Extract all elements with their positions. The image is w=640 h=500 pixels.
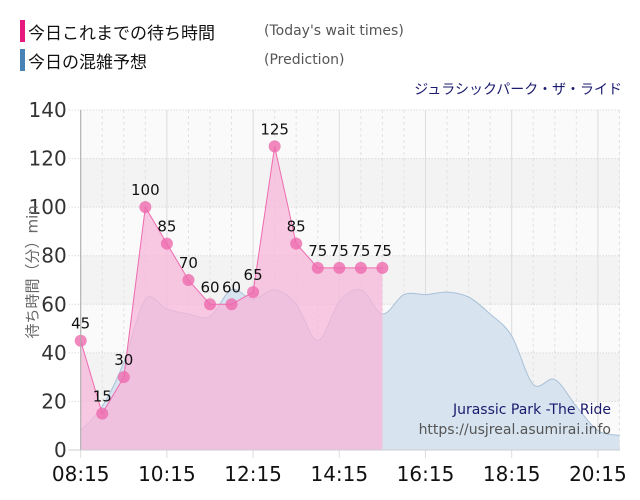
legend-actual-swatch [20,20,25,42]
plot-band [80,110,620,159]
ride-name-en: Jurassic Park -The Ride [452,402,611,418]
legend-actual: 今日これまでの待ち時間 (Today's wait times) [20,19,404,44]
data-label: 75 [351,242,370,260]
y-axis-label: 待ち時間（分）min [23,205,42,339]
y-tick-label: 60 [41,292,66,316]
data-label: 15 [93,388,112,406]
data-point [311,261,324,274]
y-tick-label: 120 [29,147,67,171]
y-tick-label: 100 [29,195,67,219]
data-point [225,298,238,311]
actual-area [80,146,383,450]
data-point [139,201,152,214]
x-tick-label: 14:15 [310,462,368,486]
plot-band [80,158,620,208]
data-label: 70 [179,254,198,272]
y-tick-label: 140 [29,98,67,122]
data-point [290,237,303,250]
y-tick-label: 40 [41,341,66,365]
x-tick-label: 08:15 [52,462,110,486]
x-tick-label: 20:15 [569,462,627,486]
data-point [117,371,130,384]
y-tick-label: 80 [41,244,66,268]
legend-prediction: 今日の混雑予想 (Prediction) [20,48,345,73]
x-tick-label: 10:15 [138,462,196,486]
data-point [247,286,260,299]
data-point [376,261,389,274]
data-label: 100 [131,181,160,199]
data-point [333,261,346,274]
data-point [268,140,281,153]
y-tick-label: 20 [41,389,66,413]
data-label: 65 [244,266,263,284]
y-tick-label: 0 [54,438,67,462]
x-tick-label: 16:15 [397,462,455,486]
data-label: 60 [222,278,241,296]
legend-prediction-label-jp: 今日の混雑予想 [28,52,147,73]
x-tick-label: 18:15 [483,462,541,486]
data-point [354,261,367,274]
legend-prediction-label-en: (Prediction) [264,52,345,68]
legend-prediction-swatch [20,49,25,71]
data-point [204,298,216,311]
data-point [96,407,109,420]
data-label: 30 [114,351,133,369]
data-label: 75 [373,242,392,260]
data-label: 75 [308,242,327,260]
data-label: 60 [200,278,219,296]
x-tick-label: 12:15 [224,462,282,486]
legend-actual-label-en: (Today's wait times) [264,23,404,39]
legend-actual-label-jp: 今日これまでの待ち時間 [28,23,215,44]
data-label: 85 [287,218,306,236]
ride-name-jp: ジュラシックパーク・ザ・ライド [414,82,622,98]
data-label: 125 [260,120,289,138]
data-label: 85 [157,218,176,236]
data-label: 75 [330,242,349,260]
data-point [182,274,195,286]
data-point [160,237,173,250]
source-url: https://usjreal.asumirai.info [418,422,611,438]
